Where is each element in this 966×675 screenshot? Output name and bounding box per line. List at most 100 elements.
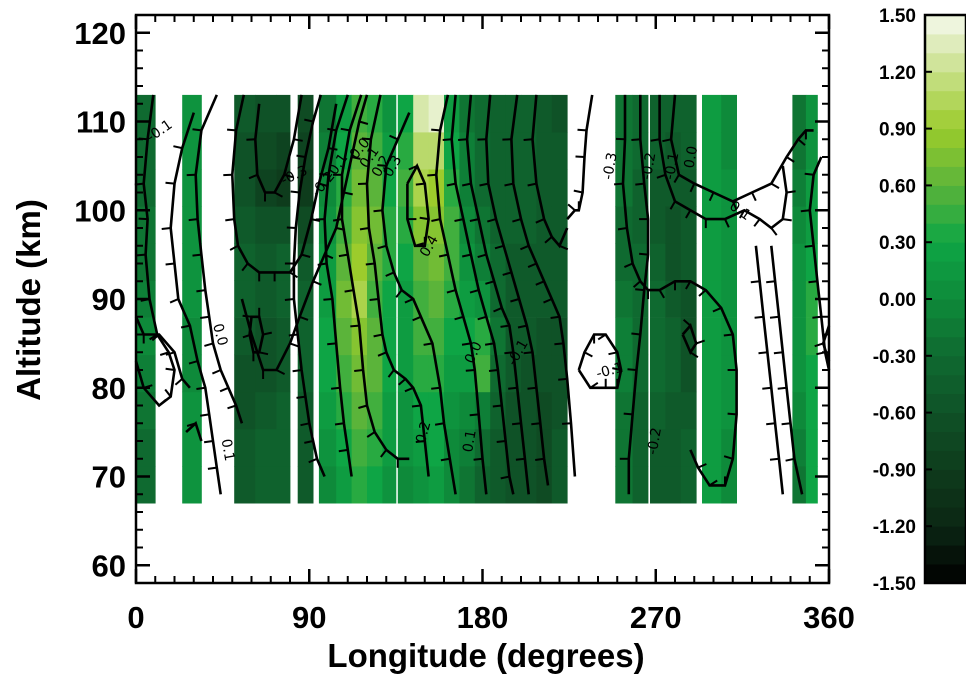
contour-tick — [543, 298, 553, 304]
heatmap-cell — [650, 466, 666, 504]
contour-tick — [554, 342, 564, 346]
contour-tick — [338, 253, 348, 258]
heatmap-cell — [536, 206, 553, 244]
contour-tick — [438, 253, 449, 258]
contour-label: 0.0 — [209, 322, 230, 348]
contour-tick — [461, 182, 472, 187]
contour-tick — [138, 217, 148, 221]
contour-tick — [290, 190, 300, 194]
minor-ticks — [136, 14, 829, 583]
contour-tick — [517, 324, 528, 329]
contour-tick — [327, 127, 337, 132]
contour-tick — [377, 164, 387, 167]
contour-tick — [500, 324, 510, 328]
contour-tick — [727, 412, 737, 416]
heatmap-cell — [367, 169, 383, 207]
contour-tick — [136, 253, 146, 257]
heatmap-cell — [792, 94, 807, 133]
y-tick-labels: 60 70 80 90 100 110 120 — [74, 16, 126, 584]
contour-tick — [274, 191, 283, 198]
heatmap-cell — [459, 280, 476, 318]
contour-tick — [442, 138, 452, 141]
heatmap-cell — [276, 391, 291, 430]
heatmap-cell — [536, 354, 553, 393]
heatmap-cell — [444, 428, 460, 467]
contour-tick — [777, 386, 787, 390]
contour-label: -0.1 — [594, 360, 625, 383]
y-tick-label: 120 — [74, 16, 126, 51]
heatmap-cell — [336, 466, 352, 504]
contour-tick — [695, 339, 706, 345]
heatmap-cell — [234, 243, 256, 281]
contour-label: 0.1 — [460, 429, 480, 454]
contour-tick — [712, 306, 722, 313]
contour-tick — [708, 192, 715, 202]
heatmap-cell — [490, 94, 506, 133]
heatmap-cell — [413, 94, 429, 133]
contour-tick — [296, 395, 306, 399]
heatmap-cell — [551, 243, 568, 281]
heatmap-cell — [536, 243, 553, 281]
colorbar-labels: 1.50 1.20 0.90 0.60 0.30 0.00 -0.30 -0.60 -0.90 -… — [873, 6, 932, 595]
contour-tick — [192, 128, 202, 132]
heatmap-cell — [474, 169, 491, 207]
heatmap-cell — [792, 391, 807, 430]
contour-line — [770, 245, 804, 495]
heatmap-cell — [702, 94, 722, 133]
heatmap-cell — [650, 243, 666, 281]
colorbar-tick-label: 0.90 — [879, 120, 916, 141]
contour-tick — [558, 377, 568, 381]
contour-tick — [165, 181, 175, 185]
heatmap-cell — [521, 169, 537, 207]
heatmap-cell — [234, 132, 256, 170]
contour-tick — [461, 342, 472, 346]
heatmap-cell — [136, 428, 156, 467]
contour-tick — [786, 156, 795, 163]
contour-tick — [477, 315, 487, 321]
y-axis-title: Altitude (km) — [10, 199, 47, 401]
contour-tick — [577, 128, 587, 132]
heatmap-cell — [318, 428, 337, 467]
contour-tick — [520, 244, 530, 251]
heatmap-cell — [336, 317, 352, 356]
contour-tick — [753, 218, 761, 227]
contour-tick — [174, 378, 183, 386]
contour-tick — [319, 173, 329, 176]
contour-tick — [165, 367, 175, 371]
contour-tick — [318, 182, 328, 187]
contour-tick — [632, 280, 641, 288]
heatmap-cell — [297, 466, 314, 504]
contour-tick — [781, 422, 791, 426]
contour-tick — [351, 156, 361, 160]
heatmap-cell — [397, 206, 414, 244]
colorbar-step — [925, 90, 966, 111]
contour-label: -0.3 — [600, 151, 621, 181]
contour-tick — [469, 218, 479, 222]
heatmap-cell — [382, 466, 397, 504]
contour-tick — [359, 227, 370, 231]
heatmap-cell — [255, 132, 277, 170]
contour-tick — [515, 457, 525, 461]
contour-tick — [500, 475, 510, 480]
contour-tick — [527, 262, 537, 269]
heatmap-cell — [297, 206, 314, 244]
heatmap-cell — [650, 206, 666, 244]
heatmap-cell — [650, 428, 666, 467]
heatmap-cell — [702, 206, 722, 244]
contour-tick — [427, 173, 437, 177]
contour-tick — [158, 398, 167, 407]
heatmap-cell — [234, 280, 256, 318]
contour-tick — [723, 455, 734, 460]
x-tick-label: 360 — [803, 600, 855, 635]
contour-tick — [173, 145, 183, 150]
contour-tick — [229, 244, 239, 251]
contour-tick — [338, 448, 348, 453]
contour-tick — [331, 386, 341, 390]
heatmap-cell — [182, 466, 202, 504]
x-tick-labels: 0 90 180 270 360 — [127, 600, 854, 635]
heatmap-cell — [521, 280, 537, 318]
colorbar-step — [925, 71, 966, 92]
heatmap-cell — [805, 317, 818, 356]
contour-tick — [485, 280, 495, 285]
